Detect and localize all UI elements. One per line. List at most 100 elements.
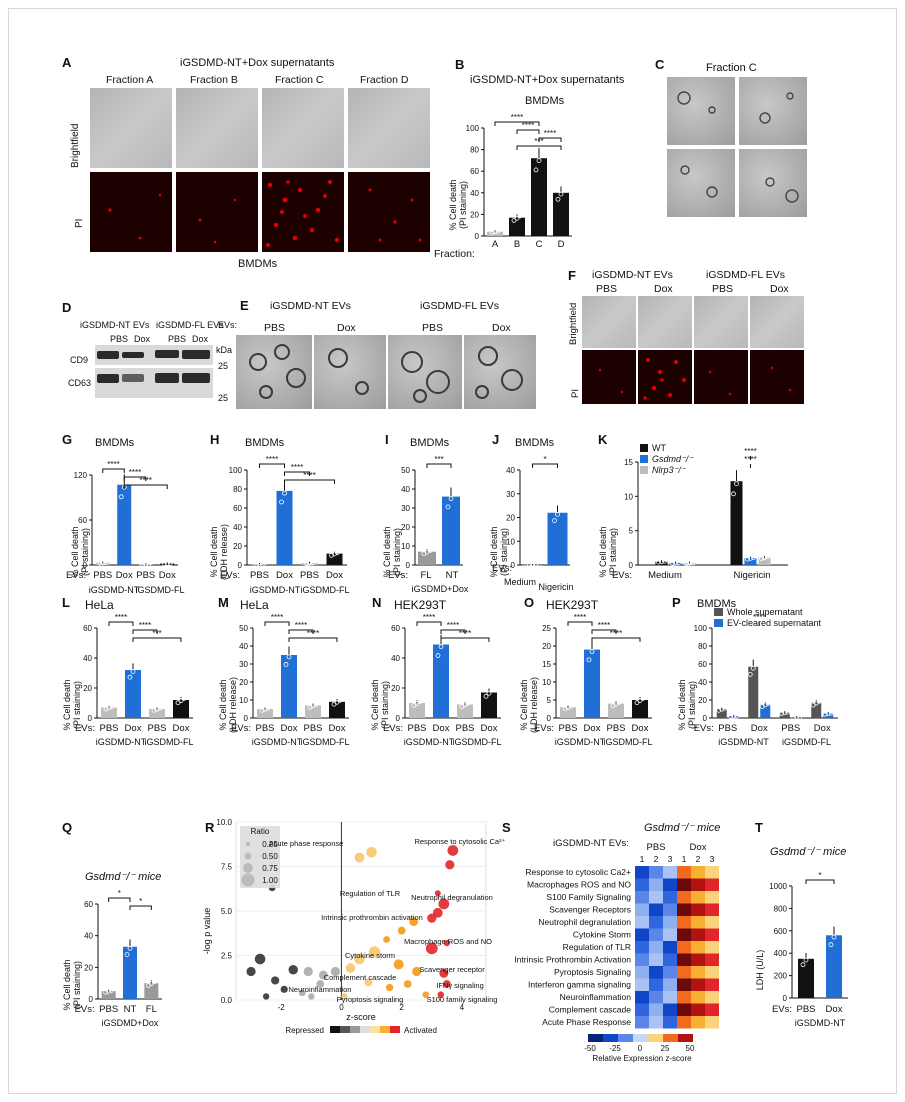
G-dot (146, 561, 152, 567)
d-band (182, 373, 210, 383)
r-colorbar-cell (390, 1026, 400, 1033)
K-bar (730, 481, 743, 565)
panel-label-q: Q (62, 820, 73, 835)
j-xtick-label: Nigericin (538, 582, 573, 592)
H-bar (251, 564, 268, 565)
s-heat-cell (691, 991, 705, 1004)
s-heat-cell (649, 916, 663, 929)
N-bar (433, 644, 449, 718)
s-heat-cell (705, 991, 719, 1004)
s-scale-tick: -50 (584, 1044, 596, 1053)
s-heat-cell (649, 1003, 663, 1016)
L-dot (133, 663, 139, 669)
o-xtick-label: PBS (558, 723, 577, 734)
M-dot (286, 654, 292, 660)
Q-ytick-label: 60 (84, 900, 93, 909)
s-scale-cell (603, 1034, 618, 1042)
r-point (288, 965, 298, 975)
T-ytick-label: 400 (774, 949, 788, 958)
c-tem-image-4 (739, 149, 807, 217)
s-heat-cell (705, 878, 719, 891)
r-point (397, 926, 406, 935)
f-lane-1: PBS (596, 283, 618, 295)
s-heat-cell (691, 953, 705, 966)
K-dot (673, 560, 678, 566)
N-ytick-label: 0 (396, 714, 401, 723)
panel-label-t: T (755, 820, 763, 835)
panel-label-n: N (372, 595, 382, 610)
M-ytick-label: 0 (244, 714, 249, 723)
panel-label-r: R (205, 820, 215, 835)
k-ylabel: (PI staining) (608, 528, 618, 576)
J-ytick-label: 40 (506, 466, 515, 475)
s-heat-cell (705, 903, 719, 916)
T-sig-bracket (805, 879, 835, 884)
f-group-fl: iGSDMD-FL EVs (706, 269, 785, 281)
M-sig-label: **** (307, 629, 319, 638)
a-brightfield-image-a (90, 88, 172, 168)
L-sig-label: **** (115, 613, 127, 622)
M-sig-bracket (288, 637, 338, 642)
K-bar (669, 562, 682, 565)
Q-sig-label: * (139, 897, 142, 906)
Q-bar (123, 946, 137, 999)
t-ylabel: LDH (U/L) (755, 950, 765, 991)
T-dot (831, 934, 837, 940)
m-group-fl: iGSDMD-FL (301, 737, 350, 747)
s-heat-cell (663, 966, 677, 979)
q-group: iGSDMD+Dox (102, 1018, 159, 1028)
Q-ytick-label: 20 (84, 963, 93, 972)
H-ytick-label: 100 (229, 466, 243, 475)
p-legend-swatch (714, 608, 723, 616)
s-row-label: Interferon gamma signaling (528, 980, 631, 990)
I-ytick-label: 50 (401, 466, 410, 475)
r-point (341, 993, 348, 1000)
d-lane-2: Dox (134, 334, 151, 344)
s-row-label: Acute Phase Response (542, 1017, 631, 1027)
r-colorbar-cell (380, 1026, 390, 1033)
fraction-a-label: Fraction A (106, 74, 154, 86)
H-sig-label: **** (291, 463, 303, 472)
k-legend-label: WT (652, 443, 666, 453)
B-sig-label: **** (511, 113, 523, 122)
M-ytick-label: 10 (239, 696, 248, 705)
r-xtick-label: 2 (399, 1003, 404, 1012)
k-xtick-label: Nigericin (734, 570, 771, 581)
B-dot (511, 217, 517, 223)
P-bar (779, 712, 790, 718)
G-dot (100, 560, 106, 566)
o-ylabel: (LDH release) (529, 677, 539, 733)
T-bar (798, 958, 814, 998)
l-ylabel: % Cell death (62, 679, 72, 730)
r-ytick-label: 5.0 (221, 907, 233, 916)
a-brightfield-image-b (176, 88, 258, 168)
s-rep-label: 1 (640, 854, 645, 864)
J-bar (547, 512, 568, 565)
B-sig-bracket (494, 121, 540, 126)
K-sig-label: **** (744, 447, 756, 456)
s-scale-cell (618, 1034, 633, 1042)
N-dot (486, 690, 492, 696)
I-ytick-label: 0 (406, 561, 411, 570)
P-dot (722, 705, 728, 711)
o-title: HEK293T (546, 598, 599, 612)
panel-label-m: M (218, 595, 229, 610)
s-heat-cell (663, 866, 677, 879)
K-dot (687, 560, 692, 566)
s-heat-cell (635, 953, 649, 966)
L-ytick-label: 20 (83, 684, 92, 693)
H-bar (276, 490, 293, 565)
r-pathway-label: Complement cascade (324, 973, 397, 982)
panel-label-b: B (455, 57, 465, 72)
s-col-group-pbs: PBS (646, 842, 665, 853)
b-fraction-prefix: Fraction: (434, 248, 475, 260)
B-xtick-label: A (492, 239, 499, 250)
P-dot (716, 707, 722, 713)
s-heat-cell (705, 891, 719, 904)
f-pi-image-4 (750, 350, 804, 404)
j-xtick-label: Medium (504, 577, 536, 587)
G-dot (124, 475, 130, 480)
e-lane-3: PBS (422, 322, 444, 334)
G-sig-label: **** (107, 460, 119, 469)
f-brightfield-image-2 (638, 296, 692, 348)
